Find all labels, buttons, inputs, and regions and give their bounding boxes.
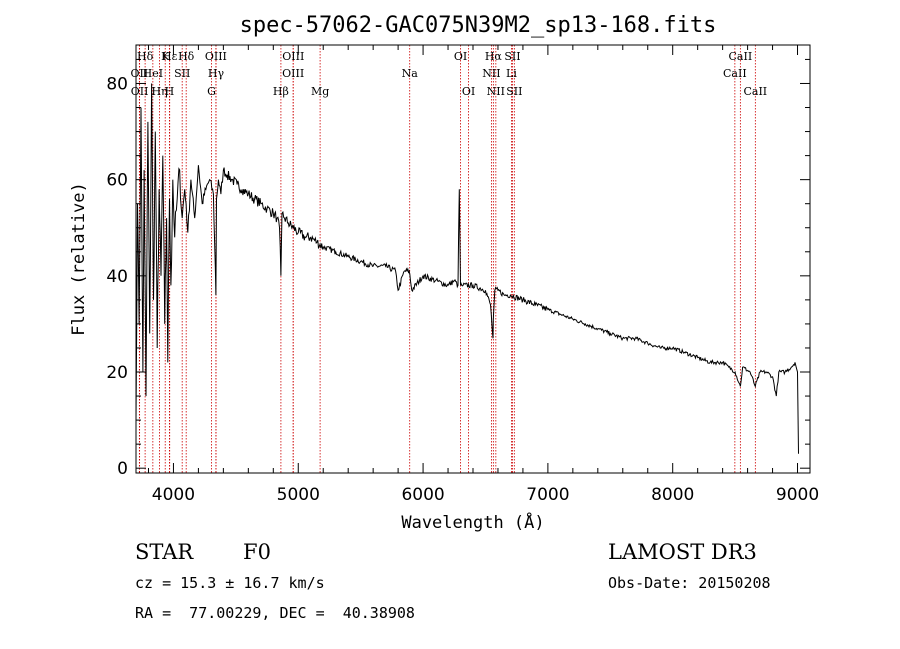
chart-title: spec-57062-GAC075N39M2_sp13-168.fits: [240, 13, 717, 38]
marker-label-28: CaII: [743, 85, 767, 98]
marker-label-23: SII: [504, 50, 520, 63]
x-tick-label-8000: 8000: [651, 485, 694, 505]
spectral-marker-lines: [138, 45, 756, 473]
marker-label-6: K: [161, 50, 170, 63]
marker-label-15: Hβ: [273, 85, 289, 98]
marker-label-9: Hδ: [178, 50, 195, 63]
marker-label-21: NII: [482, 67, 500, 80]
marker-label-18: OI: [454, 50, 467, 63]
spectrum-series-line: [135, 83, 799, 454]
marker-label-11: Hγ: [208, 67, 225, 80]
marker-label-22: NII: [487, 85, 505, 98]
y-tick-label-20: 20: [106, 363, 128, 383]
marker-label-14: OIII: [282, 67, 304, 80]
plot-frame: [135, 44, 811, 474]
x-tick-label-7000: 7000: [526, 485, 569, 505]
marker-label-20: Hα: [485, 50, 503, 63]
x-axis-label: Wavelength (Å): [401, 511, 544, 533]
x-tick-label-5000: 5000: [277, 485, 320, 505]
object-subclass: F0: [243, 540, 271, 564]
marker-label-19: OI: [462, 85, 475, 98]
marker-label-24: Li: [506, 67, 517, 80]
marker-label-27: CaII: [723, 67, 747, 80]
x-tick-label-6000: 6000: [401, 485, 444, 505]
y-tick-label-60: 60: [106, 171, 128, 191]
marker-label-17: Na: [402, 67, 419, 80]
y-axis-label: Flux (relative): [69, 182, 89, 336]
marker-label-16: Mg: [311, 85, 329, 98]
marker-label-8: H: [165, 85, 175, 98]
marker-label-1: OII: [131, 67, 149, 80]
y-tick-label-80: 80: [106, 74, 128, 94]
coordinates: RA = 77.00229, DEC = 40.38908: [135, 604, 415, 622]
x-tick-label-4000: 4000: [152, 485, 195, 505]
survey-name: LAMOST DR3: [608, 540, 757, 564]
object-class: STAR: [135, 540, 194, 564]
marker-label-12: G: [207, 85, 216, 98]
marker-label-2: OII: [131, 85, 149, 98]
marker-label-3: Hδ: [137, 50, 154, 63]
marker-label-13: OIII: [282, 50, 304, 63]
redshift-cz: cz = 15.3 ± 16.7 km/s: [135, 574, 325, 592]
x-tick-label-9000: 9000: [776, 485, 819, 505]
marker-label-7: SII: [174, 67, 190, 80]
observation-date: Obs-Date: 20150208: [608, 574, 771, 592]
marker-label-25: SII: [506, 85, 522, 98]
marker-label-4: HeI: [143, 67, 163, 80]
marker-label-26: CaII: [729, 50, 753, 63]
y-tick-label-40: 40: [106, 267, 128, 287]
y-tick-label-0: 0: [117, 459, 128, 479]
axis-ticks: 4000 5000 6000 7000 8000 9000 0 20 40 60 80: [106, 45, 819, 505]
marker-label-10: OIII: [205, 50, 227, 63]
marker-label-5: Hη: [151, 85, 167, 98]
